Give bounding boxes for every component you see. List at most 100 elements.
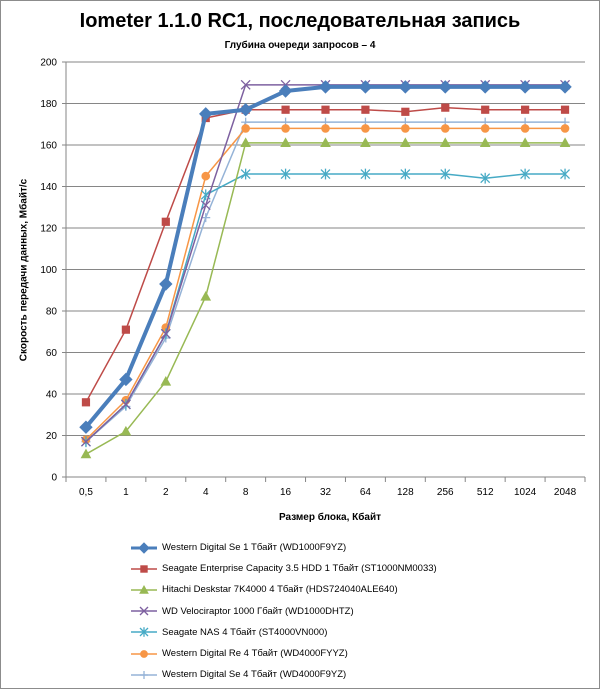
data-point [81, 436, 91, 447]
x-tick-label: 16 [280, 487, 292, 498]
x-tick-label: 512 [477, 487, 494, 498]
data-point [479, 137, 491, 148]
data-point [278, 84, 293, 98]
data-point [121, 325, 130, 334]
x-axis-label: Размер блока, Кбайт [278, 512, 382, 523]
data-point [139, 584, 149, 594]
data-point [401, 107, 410, 116]
data-point [478, 80, 492, 94]
data-point [120, 399, 131, 410]
x-tick-label: 256 [437, 487, 454, 498]
data-point [360, 137, 371, 148]
series-2 [81, 103, 570, 407]
data-point [240, 79, 251, 90]
y-tick-label: 140 [40, 182, 57, 193]
series-7 [81, 117, 570, 447]
data-point [358, 80, 373, 94]
x-tick-label: 2048 [554, 487, 577, 498]
legend-item: Hitachi Deskstar 7K4000 4 Тбайт (HDS7240… [130, 579, 470, 600]
data-point [201, 213, 211, 223]
data-point [518, 80, 532, 94]
data-point [521, 105, 530, 114]
data-point [200, 290, 212, 301]
data-point [199, 107, 213, 121]
y-tick-label: 100 [40, 265, 57, 276]
legend-item: Seagate Enterprise Capacity 3.5 HDD 1 Тб… [130, 558, 470, 579]
data-point [240, 137, 252, 148]
data-point [560, 124, 570, 133]
data-point [401, 124, 410, 133]
data-point [281, 105, 290, 114]
x-tick-label: 0,5 [79, 487, 93, 498]
data-point [558, 80, 572, 94]
y-tick-label: 80 [46, 307, 58, 318]
data-point [201, 171, 211, 181]
data-point [281, 124, 290, 133]
data-point [560, 105, 570, 114]
y-tick-label: 120 [40, 224, 57, 235]
data-point [119, 372, 133, 387]
legend-label: Seagate NAS 4 Тбайт (ST4000VN000) [162, 626, 328, 638]
data-point [320, 168, 331, 180]
data-point [159, 277, 173, 291]
data-point [138, 541, 150, 554]
data-point [321, 105, 330, 114]
legend-key [130, 626, 158, 638]
legend-key [130, 584, 158, 596]
data-point [140, 565, 148, 573]
data-point [240, 168, 251, 180]
legend-key [130, 669, 158, 681]
chart-title: Iometer 1.1.0 RC1, последовательная запи… [79, 10, 521, 32]
legend-key [130, 541, 158, 554]
data-point [241, 124, 250, 133]
data-point [320, 137, 331, 148]
data-point [238, 103, 253, 117]
data-point [519, 137, 531, 148]
x-tick-label: 1 [123, 487, 129, 498]
series-1 [79, 80, 572, 434]
legend-label: Western Digital Re 4 Тбайт (WD4000FYYZ) [162, 648, 348, 660]
data-point [318, 80, 333, 94]
y-tick-label: 180 [40, 99, 57, 110]
data-point [481, 105, 490, 114]
series-line [85, 106, 566, 403]
legend-key [130, 648, 158, 660]
data-point [480, 124, 490, 133]
data-point [560, 168, 570, 180]
data-point [139, 627, 149, 638]
y-tick-label: 40 [46, 390, 58, 401]
data-point [139, 606, 149, 616]
data-point [280, 137, 291, 148]
x-tick-label: 1024 [514, 487, 537, 498]
legend-key [130, 605, 158, 617]
x-tick-label: 2 [163, 487, 169, 498]
legend-item: WD Velociraptor 1000 Гбайт (WD1000DHTZ) [130, 601, 470, 622]
data-point [439, 137, 451, 148]
data-point [399, 137, 411, 148]
legend-label: Western Digital Se 4 Тбайт (WD4000F9YZ) [162, 669, 347, 681]
data-point [398, 80, 413, 94]
data-point [361, 124, 370, 133]
data-point [400, 168, 411, 180]
legend-item: Seagate NAS 4 Тбайт (ST4000VN000) [130, 622, 470, 643]
data-point [160, 328, 171, 339]
legend-item: Western Digital Se 4 Тбайт (WD4000F9YZ) [130, 664, 470, 685]
x-tick-label: 32 [320, 487, 332, 498]
data-point [161, 217, 170, 226]
legend-label: Seagate Enterprise Capacity 3.5 HDD 1 Тб… [162, 563, 437, 575]
data-point [140, 649, 148, 658]
series-4 [81, 79, 570, 447]
data-point [120, 425, 132, 436]
data-point [80, 448, 92, 459]
legend-item: Western Digital Se 1 Тбайт (WD1000F9YZ) [130, 537, 470, 558]
y-tick-label: 200 [40, 58, 57, 69]
data-point [81, 398, 91, 407]
data-point [280, 168, 291, 180]
data-point [440, 168, 451, 180]
y-tick-label: 20 [46, 431, 58, 442]
x-tick-label: 64 [360, 487, 372, 498]
x-tick-label: 4 [203, 487, 209, 498]
data-point [441, 103, 450, 112]
